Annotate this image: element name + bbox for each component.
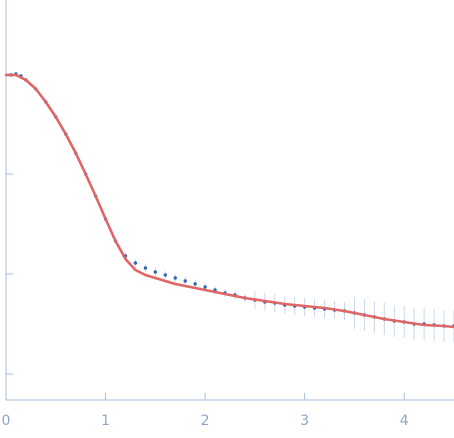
data-point [173, 276, 177, 280]
data-point [153, 270, 158, 274]
data-point [163, 273, 167, 277]
x-tick-label: 0 [2, 413, 11, 429]
error-bars [10, 73, 454, 342]
x-tick-label: 2 [201, 413, 210, 429]
y-axis-ticks [6, 73, 13, 375]
x-axis-ticks [5, 393, 405, 400]
data-point [133, 261, 138, 265]
data-point [143, 266, 148, 270]
data-points [9, 72, 454, 328]
data-point [193, 282, 197, 286]
x-tick-label: 1 [101, 413, 110, 429]
fit-layer [4, 73, 454, 329]
data-point [183, 279, 187, 283]
x-tick-label: 3 [300, 413, 309, 429]
data-point [203, 285, 207, 289]
x-axis-tick-labels: 0 1 2 3 4 [2, 413, 409, 429]
x-tick-label: 4 [400, 413, 409, 429]
fit-line [4, 73, 454, 329]
plot-area: 0 1 2 3 4 [2, 0, 454, 429]
